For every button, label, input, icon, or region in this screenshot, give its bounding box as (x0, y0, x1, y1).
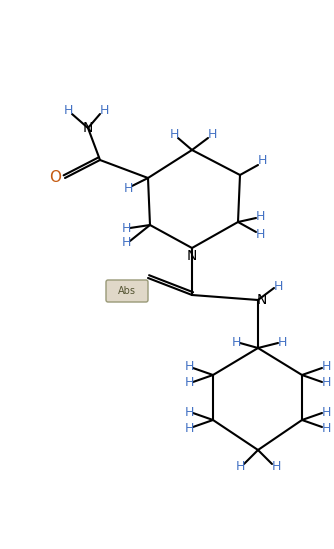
Text: H: H (321, 361, 331, 373)
FancyBboxPatch shape (106, 280, 148, 302)
Text: H: H (255, 210, 265, 223)
Text: N: N (83, 121, 93, 135)
Text: H: H (184, 422, 194, 434)
Text: N: N (187, 249, 197, 263)
Text: O: O (49, 171, 61, 186)
Text: H: H (277, 335, 287, 349)
Text: H: H (169, 127, 179, 141)
Text: N: N (257, 293, 267, 307)
Text: Abs: Abs (118, 286, 136, 296)
Text: H: H (121, 237, 131, 249)
Text: H: H (123, 182, 133, 194)
Text: H: H (321, 422, 331, 434)
Text: H: H (99, 104, 109, 116)
Text: H: H (257, 154, 267, 167)
Text: H: H (321, 377, 331, 389)
Text: H: H (271, 461, 281, 473)
Text: H: H (184, 361, 194, 373)
Text: H: H (207, 127, 217, 141)
Text: H: H (273, 279, 283, 293)
Text: H: H (255, 227, 265, 240)
Text: H: H (63, 104, 73, 116)
Text: H: H (121, 222, 131, 236)
Text: H: H (184, 406, 194, 418)
Text: H: H (231, 335, 241, 349)
Text: H: H (321, 406, 331, 418)
Text: H: H (184, 377, 194, 389)
Text: H: H (235, 461, 245, 473)
